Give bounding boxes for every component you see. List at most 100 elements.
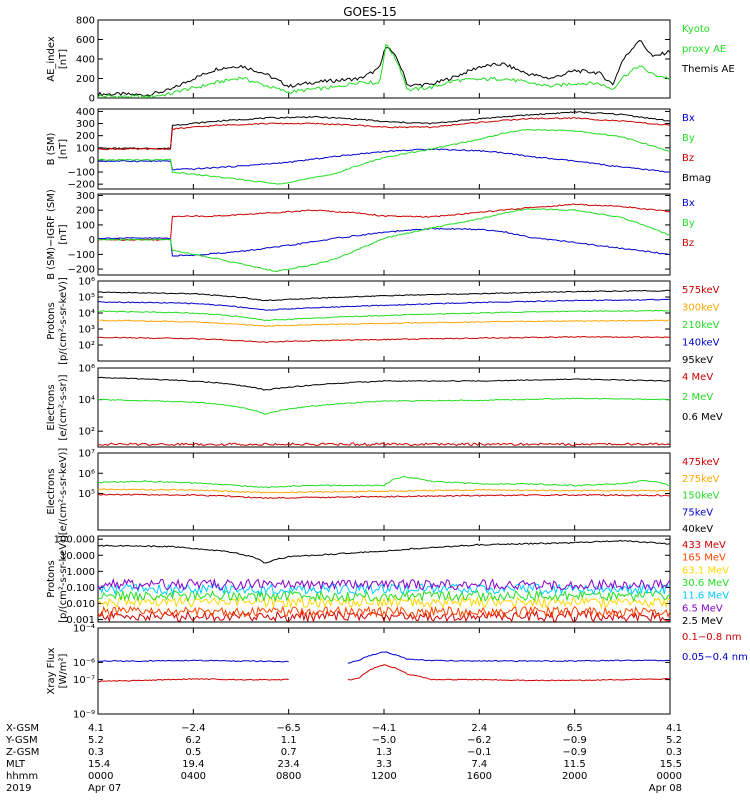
legend-entry: 0.05−0.4 nm (682, 652, 748, 663)
legend-entry: Bz (682, 238, 694, 249)
y-tick-label: 300 (76, 191, 95, 202)
y-tick-label: −200 (68, 265, 95, 276)
footer-cell: −2.4 (181, 723, 205, 734)
y-tick-label: 10⁶ (78, 277, 95, 288)
panel-frame (97, 535, 671, 623)
series-line-xray-1 (98, 651, 670, 664)
y-axis-label: [e/(cm²-s-sr-keV)] (58, 448, 69, 536)
legend-entry: 165 MeV (682, 553, 726, 564)
footer-cell: −0.1 (467, 747, 491, 758)
y-tick-label: 0.010 (66, 599, 95, 610)
y-axis-label: Electrons (46, 468, 57, 514)
footer-cell: 3.3 (376, 759, 392, 770)
footer-cell: 0.5 (185, 747, 201, 758)
y-tick-label: 100 (76, 143, 95, 154)
y-tick-label: 400 (76, 55, 95, 66)
y-axis-label: B (SM) (46, 132, 57, 165)
legend-entry: 575keV (682, 285, 720, 296)
series-line-xray-0 (98, 664, 670, 683)
footer-cell: 19.4 (182, 759, 204, 770)
legend-entry: Bx (682, 113, 695, 124)
legend-entry: 475keV (682, 457, 720, 468)
footer-row-label: Z-GSM (6, 747, 39, 758)
y-tick-label: −100 (68, 250, 95, 261)
plot-title: GOES-15 (343, 5, 397, 19)
y-tick-label: 200 (76, 131, 95, 142)
footer-cell: −0.9 (563, 735, 587, 746)
y-tick-label: 200 (76, 206, 95, 217)
legend-entry: By (682, 133, 695, 144)
series-line-protons1-4 (98, 335, 670, 343)
y-tick-label: 0 (89, 155, 95, 166)
footer-cell: 4.1 (88, 723, 104, 734)
footer-cell: 0.3 (88, 747, 104, 758)
y-axis-label: [W/m²] (58, 653, 69, 688)
y-tick-label: 10⁴ (78, 395, 95, 406)
footer-cell: 5.2 (88, 735, 104, 746)
panel-ae: 0 200 400 600 800 AE_index [nT] Kyoto proxy AE Th… (46, 16, 735, 105)
panel-frame (97, 627, 671, 715)
footer-cell: −6.5 (277, 723, 301, 734)
series-line-bigrf-2 (98, 208, 670, 273)
y-axis-label: Protons (46, 302, 57, 339)
footer-cell: 0400 (181, 771, 206, 782)
footer-cell: −4.1 (372, 723, 396, 734)
y-tick-label: 10² (78, 341, 95, 352)
y-tick-label: 10⁴ (78, 309, 95, 320)
panel-protons2: 0.001 0.010 0.100 1.000 10.000 100.000 Protons… (46, 535, 729, 627)
legend-entry: proxy AE (682, 44, 726, 55)
y-axis-label: Xray Flux (46, 647, 57, 694)
y-tick-label: 10³ (78, 325, 95, 336)
panel-frame (97, 367, 671, 448)
y-axis-label: [nT] (58, 224, 69, 244)
series-line-protons2-6 (98, 539, 670, 564)
footer-cell: 15.5 (660, 759, 682, 770)
series-line-electrons1-1 (98, 397, 670, 415)
legend-entry: Kyoto (682, 24, 710, 35)
series-line-bsm-2 (98, 148, 670, 173)
series-line-ae-0 (98, 40, 670, 97)
footer-cell: 5.2 (666, 735, 682, 746)
legend-entry: Bz (682, 153, 694, 164)
y-tick-label: 10⁻⁶ (73, 658, 95, 669)
y-tick-label: 800 (76, 16, 95, 27)
panel-frame (97, 108, 671, 190)
footer-cell: 6.5 (567, 723, 583, 734)
legend-entry: Bmag (682, 173, 711, 184)
footer-cell: 1200 (371, 771, 396, 782)
footer-cell: 0800 (276, 771, 301, 782)
y-tick-label: 0 (89, 235, 95, 246)
footer-cell: 23.4 (278, 759, 300, 770)
legend-entry: 4 MeV (682, 372, 713, 383)
legend-entry: 2.5 MeV (682, 616, 723, 627)
panel-protons1: 10² 10³ 10⁴ 10⁵ 10⁶ Protons [p/(cm²-s-sr-keV)]… (46, 277, 720, 367)
y-axis-label: Electrons (46, 384, 57, 430)
footer-cell: 7.4 (471, 759, 487, 770)
legend-entry: 63.1 MeV (682, 565, 729, 576)
legend-entry: 210keV (682, 320, 720, 331)
legend-entry: 75keV (682, 507, 713, 518)
panel-frame (97, 193, 671, 276)
footer-cell: −0.9 (563, 747, 587, 758)
y-axis-label: [e/(cm²-s-sr)] (58, 374, 69, 440)
legend-entry: 6.5 MeV (682, 603, 723, 614)
y-tick-label: 10⁶ (78, 469, 95, 480)
y-tick-label: 100.000 (54, 535, 95, 546)
y-tick-label: 200 (76, 74, 95, 85)
y-tick-label: 10⁻⁷ (73, 675, 95, 686)
y-tick-label: 10⁷ (78, 449, 95, 460)
y-tick-label: 10.000 (60, 551, 95, 562)
footer-cell: −6.2 (467, 735, 491, 746)
legend-entry: 275keV (682, 474, 720, 485)
legend-entry: 30.6 MeV (682, 578, 729, 589)
footer-cell: 1.1 (281, 735, 297, 746)
legend-entry: 40keV (682, 524, 713, 535)
footer-cell: 4.1 (666, 723, 682, 734)
series-line-electrons2-2 (98, 493, 670, 500)
y-axis-label: B (SM)−IGRF (SM) (46, 189, 57, 280)
y-tick-label: 300 (76, 119, 95, 130)
panel-xray: 10⁻⁹ 10⁻⁷ 10⁻⁶ 10⁻⁴ Xray Flux [W/m²] 0.1−0.8 n… (46, 624, 748, 721)
y-tick-label: 10⁻⁹ (73, 710, 95, 721)
y-axis-label: [nT] (58, 49, 69, 69)
